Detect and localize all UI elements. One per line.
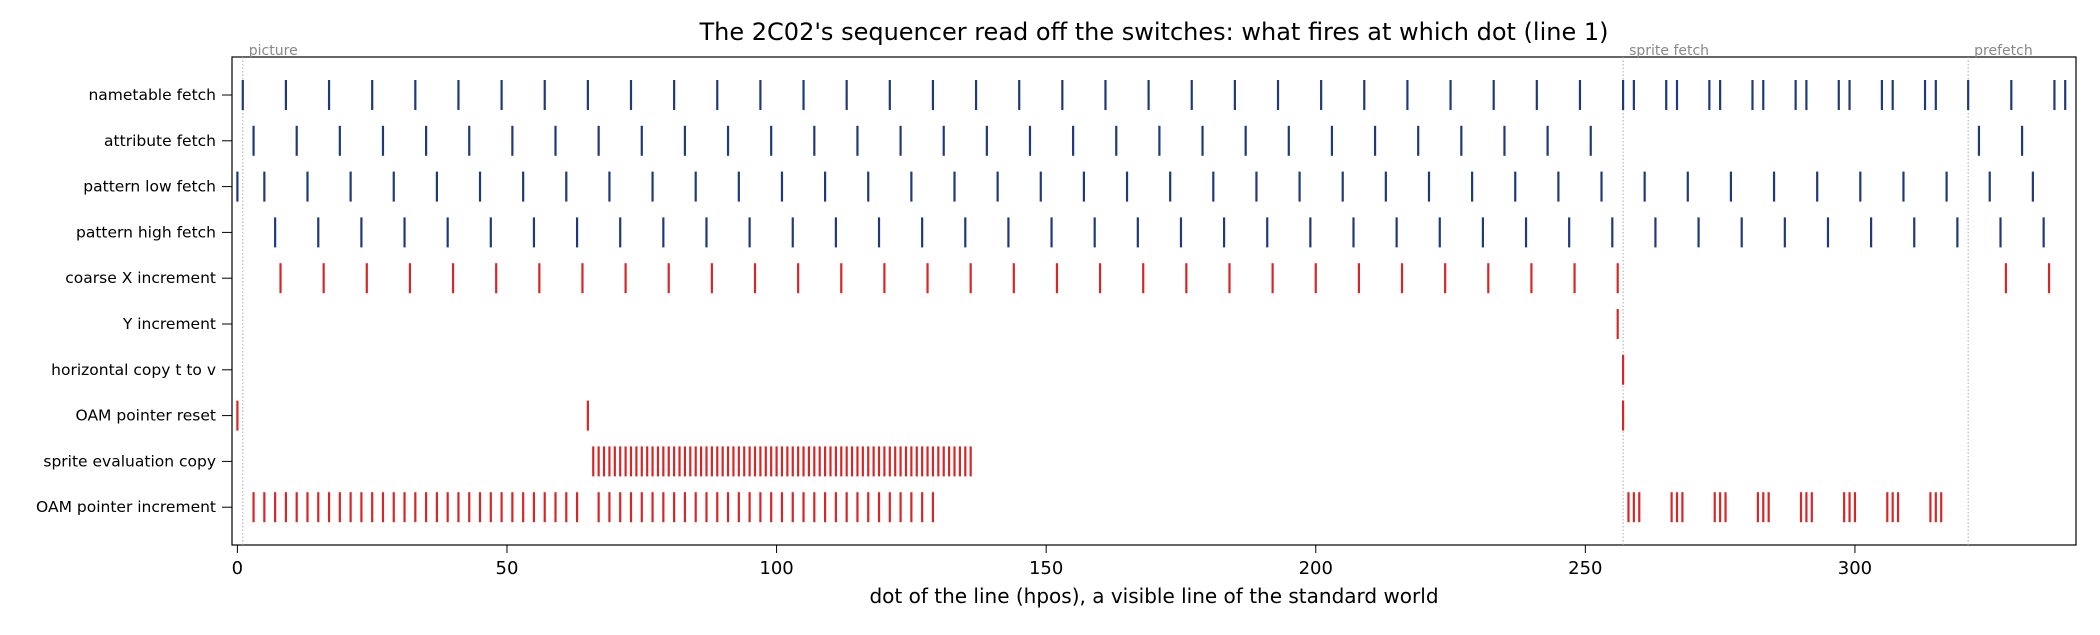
chart-title: The 2C02's sequencer read off the switch… bbox=[699, 18, 1609, 46]
region-label: sprite fetch bbox=[1629, 43, 1709, 59]
x-tick-label: 150 bbox=[1029, 558, 1063, 579]
event-marks bbox=[236, 80, 2067, 523]
row-label: OAM pointer reset bbox=[76, 407, 216, 425]
row-label: nametable fetch bbox=[88, 86, 216, 104]
region-dividers: picture sprite fetch prefetch bbox=[242, 43, 2033, 545]
row-label: Y increment bbox=[122, 315, 216, 333]
row-label: attribute fetch bbox=[104, 132, 216, 150]
row-label: pattern low fetch bbox=[83, 178, 216, 196]
row-label: OAM pointer increment bbox=[36, 498, 216, 516]
region-label: picture bbox=[249, 43, 298, 59]
plot-area bbox=[231, 56, 2077, 546]
x-tick-label: 0 bbox=[232, 558, 243, 579]
row-label: horizontal copy t to v bbox=[51, 361, 216, 379]
region-label: prefetch bbox=[1974, 43, 2033, 59]
x-axis-label: dot of the line (hpos), a visible line o… bbox=[869, 584, 1438, 608]
x-tick-label: 50 bbox=[496, 558, 519, 579]
x-tick-label: 300 bbox=[1838, 558, 1872, 579]
x-axis: 0 50 100 150 200 250 300 bbox=[232, 545, 1872, 579]
x-tick-label: 200 bbox=[1299, 558, 1333, 579]
row-label: coarse X increment bbox=[65, 269, 216, 287]
row-label: pattern high fetch bbox=[76, 223, 216, 241]
x-tick-label: 250 bbox=[1568, 558, 1602, 579]
row-label: sprite evaluation copy bbox=[43, 452, 216, 470]
row-labels: nametable fetch attribute fetch pattern lo… bbox=[36, 86, 232, 516]
x-tick-label: 100 bbox=[759, 558, 793, 579]
